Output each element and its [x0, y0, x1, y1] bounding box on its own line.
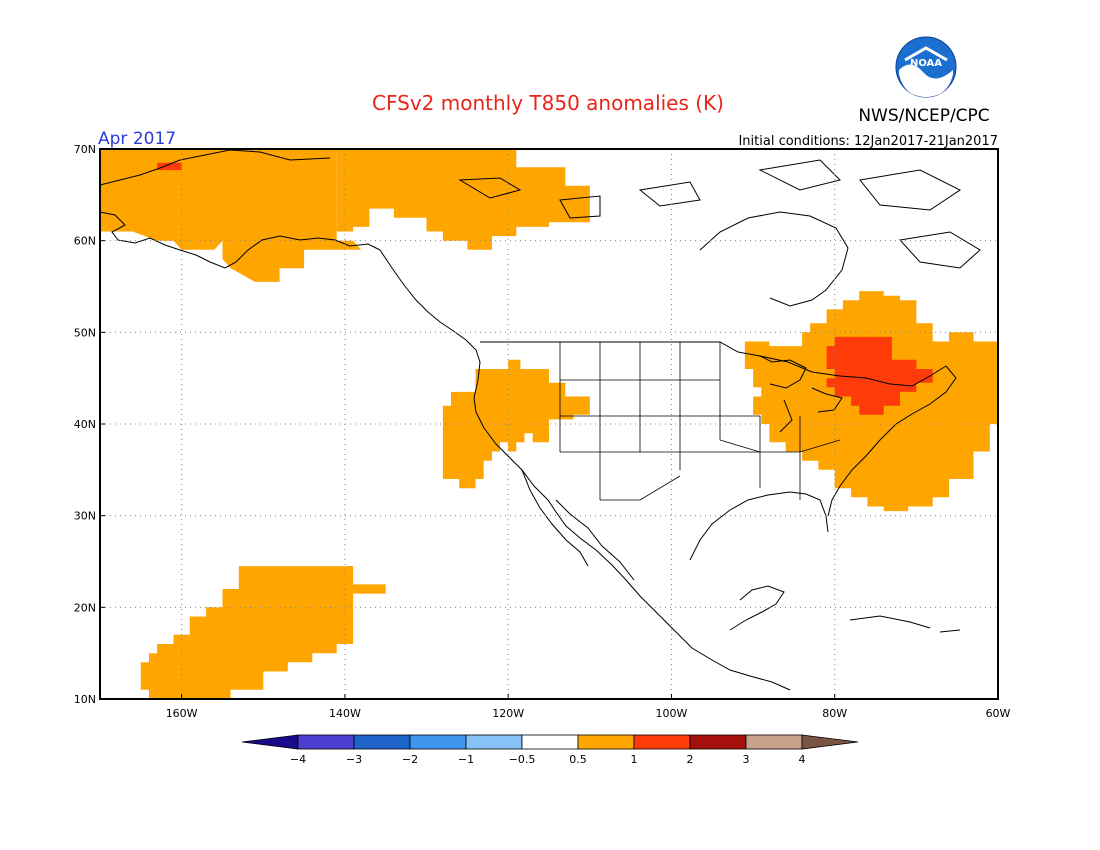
hudson-bay: [699, 211, 849, 307]
alaska-coast: [100, 149, 381, 269]
latitude-label: 20N: [74, 601, 96, 614]
colorbar-bin: [353, 734, 411, 750]
longitude-label: 80W: [822, 707, 847, 720]
anomaly-region-hawaii-region: [140, 566, 386, 699]
colorbar-bin: [633, 734, 691, 750]
colorbar-bin: [465, 734, 523, 750]
noaa-logo-icon: NOAA: [895, 36, 957, 98]
colorbar-label: −4: [290, 753, 306, 766]
latitude-label: 40N: [74, 418, 96, 431]
colorbar-label: 4: [799, 753, 806, 766]
latitude-labels: 10N 20N 30N 40N 50N 60N 70N: [74, 143, 105, 706]
latitude-label: 50N: [74, 326, 96, 339]
longitude-label: 60W: [986, 707, 1011, 720]
colorbar-bin: [409, 734, 467, 750]
baja-coast: [521, 469, 635, 581]
anomaly-region-alaska-south-lobe: [222, 231, 305, 282]
anomaly-region-eastern-core: [826, 336, 933, 415]
colorbar-bin: [297, 734, 355, 750]
forecast-month: Apr 2017: [98, 129, 176, 149]
colorbar-bin: [521, 734, 579, 750]
gulf-coast: [689, 491, 829, 631]
colorbar-label: −0.5: [509, 753, 536, 766]
latitude-label: 70N: [74, 143, 96, 156]
colorbar-label: 0.5: [569, 753, 587, 766]
state-borders: [559, 342, 841, 501]
caribbean: [849, 615, 961, 633]
latitude-label: 30N: [74, 510, 96, 523]
longitude-label: 100W: [656, 707, 688, 720]
east-coast: [827, 365, 957, 517]
latitude-label: 60N: [74, 235, 96, 248]
latitude-label: 10N: [74, 693, 96, 706]
longitude-labels: 160W 140W 120W 100W 80W 60W: [166, 694, 1011, 720]
colorbar-label: −2: [402, 753, 418, 766]
anomaly-region-alaska-north-spot: [157, 162, 182, 171]
anomaly-region-western-us: [442, 359, 590, 489]
colorbar-label: 1: [631, 753, 638, 766]
map-area: [100, 149, 998, 699]
colorbar: −4 −3 −2 −1 −0.5 0.5 1 2 3 4: [241, 734, 859, 766]
colorbar-bin: [745, 734, 803, 750]
us-canada-border: [480, 341, 947, 387]
colorbar-max-arrow: [801, 734, 859, 750]
longitude-label: 120W: [492, 707, 524, 720]
noaa-logo-text: NOAA: [910, 58, 942, 69]
colorbar-label: −3: [346, 753, 362, 766]
colorbar-min-arrow: [241, 734, 299, 750]
longitude-label: 140W: [329, 707, 361, 720]
chart-title: CFSv2 monthly T850 anomalies (K): [372, 91, 724, 115]
pacific-nw-coast: [379, 249, 791, 691]
colorbar-bin: [577, 734, 635, 750]
longitude-label: 160W: [166, 707, 198, 720]
colorbar-label: 2: [687, 753, 694, 766]
anomaly-region-nw-canada: [336, 149, 590, 250]
colorbar-label: 3: [743, 753, 750, 766]
colorbar-bin: [689, 734, 747, 750]
great-lakes: [759, 355, 843, 433]
agency-name: NWS/NCEP/CPC: [858, 106, 989, 126]
arctic-islands: [458, 159, 981, 269]
colorbar-label: −1: [458, 753, 474, 766]
initial-conditions: Initial conditions: 12Jan2017-21Jan2017: [738, 134, 998, 149]
